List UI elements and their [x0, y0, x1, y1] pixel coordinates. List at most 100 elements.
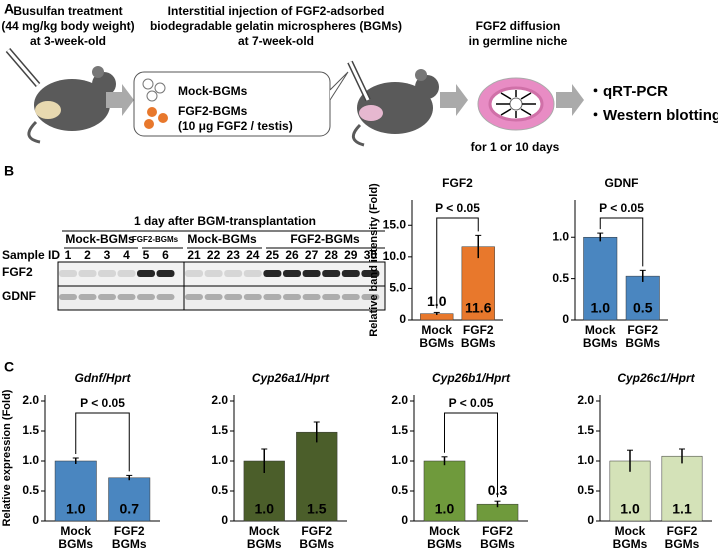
chart-title: Cyp26b1/Hprt: [432, 371, 511, 385]
band: [185, 294, 203, 300]
band: [59, 294, 77, 300]
testis: [359, 105, 383, 121]
value-label: 0.7: [120, 501, 140, 517]
western-blot: 1 day after BGM-transplantation Mock-BGM…: [2, 214, 386, 311]
band: [341, 270, 360, 277]
band: [117, 294, 136, 300]
chart-title: GDNF: [605, 176, 639, 190]
duration: for 1 or 10 days: [471, 140, 560, 154]
blot-title: 1 day after BGM-transplantation: [134, 214, 316, 228]
analysis: ・Western blotting: [588, 107, 718, 124]
y-tick-label: 2.0: [391, 393, 408, 407]
y-tick-label: 1.0: [577, 453, 594, 467]
band: [59, 270, 77, 277]
band: [322, 294, 341, 300]
panel-label: A: [4, 1, 14, 17]
significance-bracket: [436, 217, 479, 309]
sample-id: 28: [325, 248, 339, 262]
bead: [142, 78, 154, 90]
bead: [144, 119, 154, 129]
chart-title: Cyp26a1/Hprt: [252, 371, 330, 385]
band: [204, 294, 223, 300]
bar: [54, 460, 97, 522]
step-text: biodegradable gelatin microspheres (BGMs…: [150, 19, 402, 33]
band: [322, 270, 341, 277]
row-label: FGF2: [2, 265, 33, 279]
sample-id: 21: [187, 248, 201, 262]
band: [137, 294, 155, 300]
band: [224, 294, 243, 300]
x-tick-label: BGMs: [583, 336, 618, 350]
band: [341, 294, 360, 300]
significance-label: P < 0.05: [435, 201, 480, 215]
y-tick-label: 0: [401, 513, 408, 527]
y-tick-label: 0.5: [552, 271, 569, 285]
value-label: 1.0: [591, 300, 611, 316]
band: [302, 270, 321, 277]
mouse: [357, 82, 433, 134]
y-tick-label: 1.0: [552, 229, 569, 243]
y-tick-label: 0: [562, 312, 569, 326]
y-tick-label: 1.5: [391, 423, 408, 437]
x-tick-label: BGMs: [299, 537, 334, 551]
band: [156, 294, 175, 300]
bar: [108, 477, 151, 522]
value-label: 1.0: [255, 501, 275, 517]
y-tick-label: 2.0: [211, 393, 228, 407]
value-label: 0.5: [633, 300, 653, 316]
band: [98, 270, 116, 277]
bar: [625, 275, 660, 321]
band: [78, 294, 97, 300]
bar: [296, 431, 338, 522]
step-text: Interstitial injection of FGF2-adsorbed: [168, 4, 385, 18]
sample-id: 6: [162, 248, 169, 262]
bead: [154, 82, 166, 94]
mouse-ear: [415, 69, 427, 81]
sample-id: 26: [285, 248, 299, 262]
tail: [27, 120, 41, 144]
significance-bracket: [444, 412, 498, 498]
chart-title: Gdnf/Hprt: [75, 371, 132, 385]
chart-title: FGF2: [442, 176, 473, 190]
x-tick-label: BGMs: [427, 537, 462, 551]
y-tick-label: 0.5: [391, 483, 408, 497]
testis: [35, 101, 61, 119]
y-tick-label: 0.5: [211, 483, 228, 497]
x-tick-label: Mock: [60, 524, 91, 538]
x-tick-label: Mock: [421, 323, 452, 337]
y-tick-label: 10.0: [383, 249, 407, 263]
step-text: in germline niche: [469, 34, 568, 48]
band: [117, 270, 136, 277]
arrow: [106, 84, 134, 116]
bead: [146, 90, 158, 102]
row-label: GDNF: [2, 289, 36, 303]
sample-id: 29: [344, 248, 358, 262]
x-tick-label: FGF2: [463, 323, 494, 337]
x-tick-label: FGF2: [482, 524, 513, 538]
band: [302, 294, 321, 300]
schematic: Busulfan treatment (44 mg/kg body weight…: [1, 4, 718, 154]
group-label: Mock-BGMs: [65, 232, 135, 246]
bar: [661, 455, 703, 522]
sample-id: 4: [123, 248, 130, 262]
band: [283, 294, 301, 300]
sample-id: 25: [266, 248, 280, 262]
x-tick-label: BGMs: [613, 537, 648, 551]
x-tick-label: BGMs: [665, 537, 700, 551]
x-tick-label: BGMs: [625, 336, 660, 350]
x-tick-label: Mock: [249, 524, 280, 538]
band: [185, 270, 203, 277]
y-tick-label: 0: [399, 312, 406, 326]
x-tick-label: FGF2: [301, 524, 332, 538]
significance-bracket: [599, 217, 644, 267]
panel-label: C: [4, 359, 14, 375]
bar: [583, 236, 618, 321]
x-tick-label: BGMs: [247, 537, 282, 551]
value-label: 1.0: [66, 501, 86, 517]
step-text: Busulfan treatment: [13, 4, 122, 18]
group-label: FGF2-BGMs: [132, 235, 179, 244]
x-tick-label: BGMs: [419, 336, 454, 350]
band: [137, 270, 155, 277]
band: [361, 294, 380, 300]
